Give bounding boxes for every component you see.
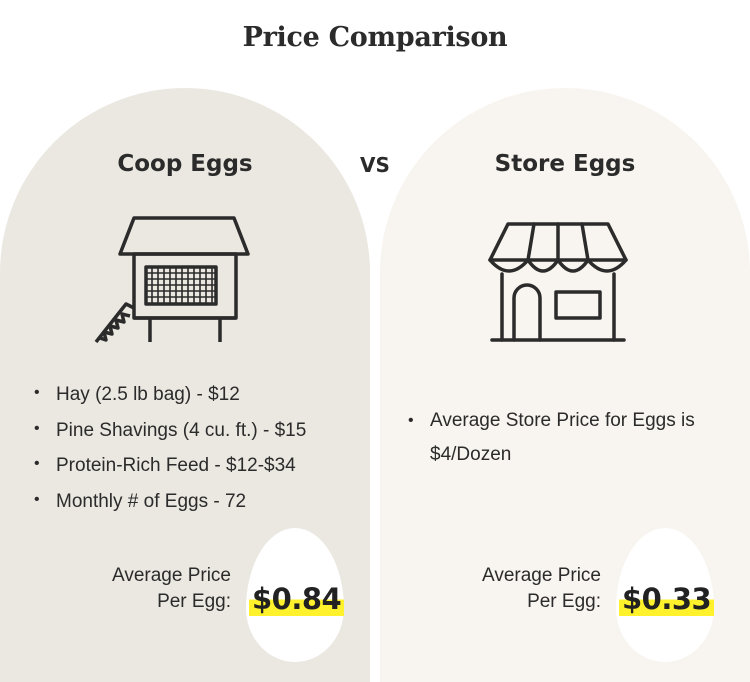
average-price-line: Average Price: [112, 565, 231, 586]
coop-price-per-egg: $0.84: [249, 582, 345, 616]
list-item: Hay (2.5 lb bag) - $12: [34, 384, 306, 420]
chicken-coop-icon: [94, 216, 250, 344]
per-egg-line: Per Egg:: [157, 591, 231, 612]
vs-label: VS: [360, 153, 390, 177]
average-price-line: Average Price: [482, 565, 601, 586]
coop-cost-list: Hay (2.5 lb bag) - $12 Pine Shavings (4 …: [34, 384, 306, 526]
store-price-per-egg: $0.33: [619, 582, 715, 616]
store-average-price-label: Average Price Per Egg:: [430, 563, 601, 615]
store-cost-list: Average Store Price for Eggs is $4/Dozen: [408, 404, 728, 472]
list-item: Protein-Rich Feed - $12-$34: [34, 455, 306, 491]
store-eggs-heading: Store Eggs: [494, 151, 636, 177]
per-egg-line: Per Egg:: [527, 591, 601, 612]
page-title: Price Comparison: [242, 22, 508, 53]
list-item: Pine Shavings (4 cu. ft.) - $15: [34, 420, 306, 456]
list-item: Monthly # of Eggs - 72: [34, 491, 306, 527]
coop-eggs-heading: Coop Eggs: [117, 151, 253, 177]
coop-average-price-label: Average Price Per Egg:: [60, 563, 231, 615]
list-item: Average Store Price for Eggs is $4/Dozen: [408, 404, 728, 472]
storefront-icon: [488, 222, 628, 342]
